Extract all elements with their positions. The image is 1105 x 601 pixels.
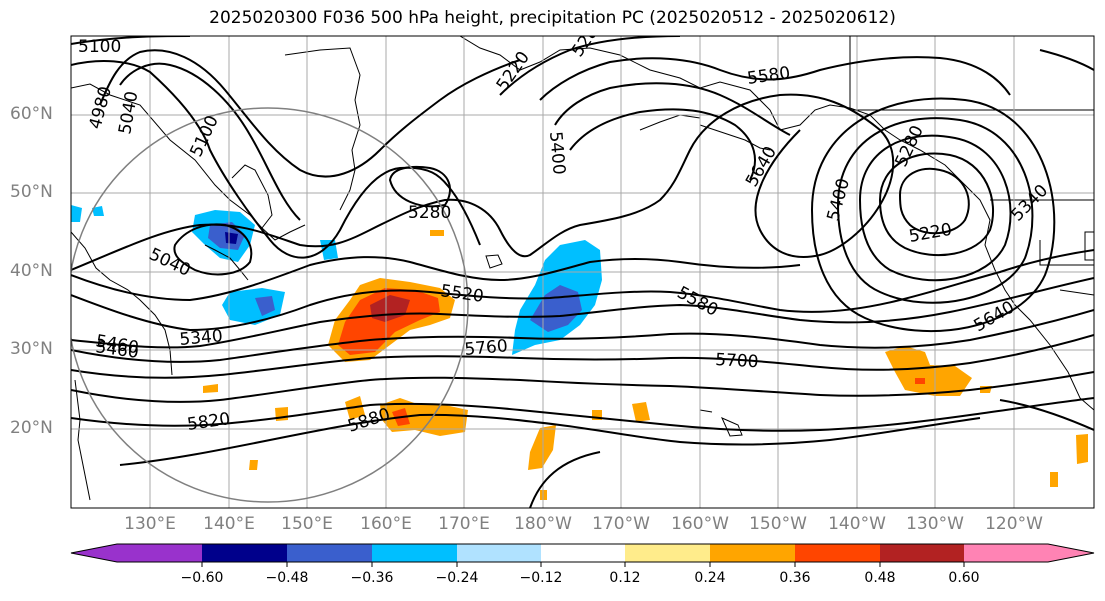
- lon-label-160w: 160°W: [671, 514, 729, 534]
- map-title: 2025020300 F036 500 hPa height, precipit…: [209, 8, 896, 28]
- colorbar-segment-extend-high: [1048, 544, 1094, 562]
- colorbar: [70, 543, 1095, 567]
- contour-label-5400-n: 5400: [545, 131, 569, 176]
- lat-label-40n: 40°N: [10, 261, 53, 281]
- lat-label-30n: 30°N: [10, 339, 53, 359]
- lon-label-180w: 180°W: [514, 514, 572, 534]
- lat-label-50n: 50°N: [10, 182, 53, 202]
- precip-region-140w: [885, 346, 972, 396]
- lon-label-170e: 170°E: [438, 514, 490, 534]
- colorbar-segment-extend-low: [71, 544, 117, 562]
- colorbar-tick-label: 0.24: [694, 570, 726, 586]
- lat-label-20n: 20°N: [10, 418, 53, 438]
- colorbar-segment: [457, 544, 541, 562]
- colorbar-segment: [964, 544, 1048, 562]
- colorbar-segment: [372, 544, 457, 562]
- lon-label-140e: 140°E: [203, 514, 255, 534]
- lon-label-150e: 150°E: [281, 514, 333, 534]
- colorbar-tick-label: −0.24: [435, 570, 479, 586]
- colorbar-tick-label: 0.60: [948, 570, 980, 586]
- colorbar-segment: [287, 544, 372, 562]
- lat-label-60n: 60°N: [10, 104, 53, 124]
- colorbar-tick-label: 0.36: [779, 570, 811, 586]
- height-contours: [71, 36, 1094, 508]
- lon-label-120w: 120°W: [985, 514, 1043, 534]
- lon-label-170w: 170°W: [592, 514, 650, 534]
- lon-label-160e: 160°E: [360, 514, 412, 534]
- lon-label-130w: 130°W: [906, 514, 964, 534]
- colorbar-outline: [70, 543, 1095, 563]
- lon-label-140w: 140°W: [828, 514, 886, 534]
- colorbar-tick-label: 0.12: [609, 570, 641, 586]
- colorbar-segment: [710, 544, 795, 562]
- reference-circle: [71, 107, 469, 503]
- colorbar-segment: [795, 544, 880, 562]
- colorbar-segment: [625, 544, 710, 562]
- colorbar-segment: [202, 544, 287, 562]
- colorbar-tick-label: −0.12: [519, 570, 563, 586]
- precip-region-20n: [380, 398, 468, 436]
- colorbar-segment: [541, 544, 625, 562]
- contour-label-5100-nw: 5100: [78, 37, 121, 57]
- contour-label-5340: 5340: [179, 326, 224, 350]
- colorbar-tick-label: −0.60: [180, 570, 224, 586]
- colorbar-tick-label: −0.36: [350, 570, 394, 586]
- contour-label-5280: 5280: [408, 203, 451, 223]
- colorbar-tick-label: −0.48: [265, 570, 309, 586]
- contour-label-5760: 5760: [464, 336, 509, 360]
- graticule: [71, 36, 1094, 508]
- lon-label-150w: 150°W: [749, 514, 807, 534]
- lon-label-130e: 130°E: [124, 514, 176, 534]
- colorbar-segment: [117, 544, 202, 562]
- contour-label-5700: 5700: [715, 350, 759, 372]
- colorbar-tick-label: 0.48: [864, 570, 896, 586]
- colorbar-segment: [880, 544, 964, 562]
- map-frame: [70, 35, 1095, 509]
